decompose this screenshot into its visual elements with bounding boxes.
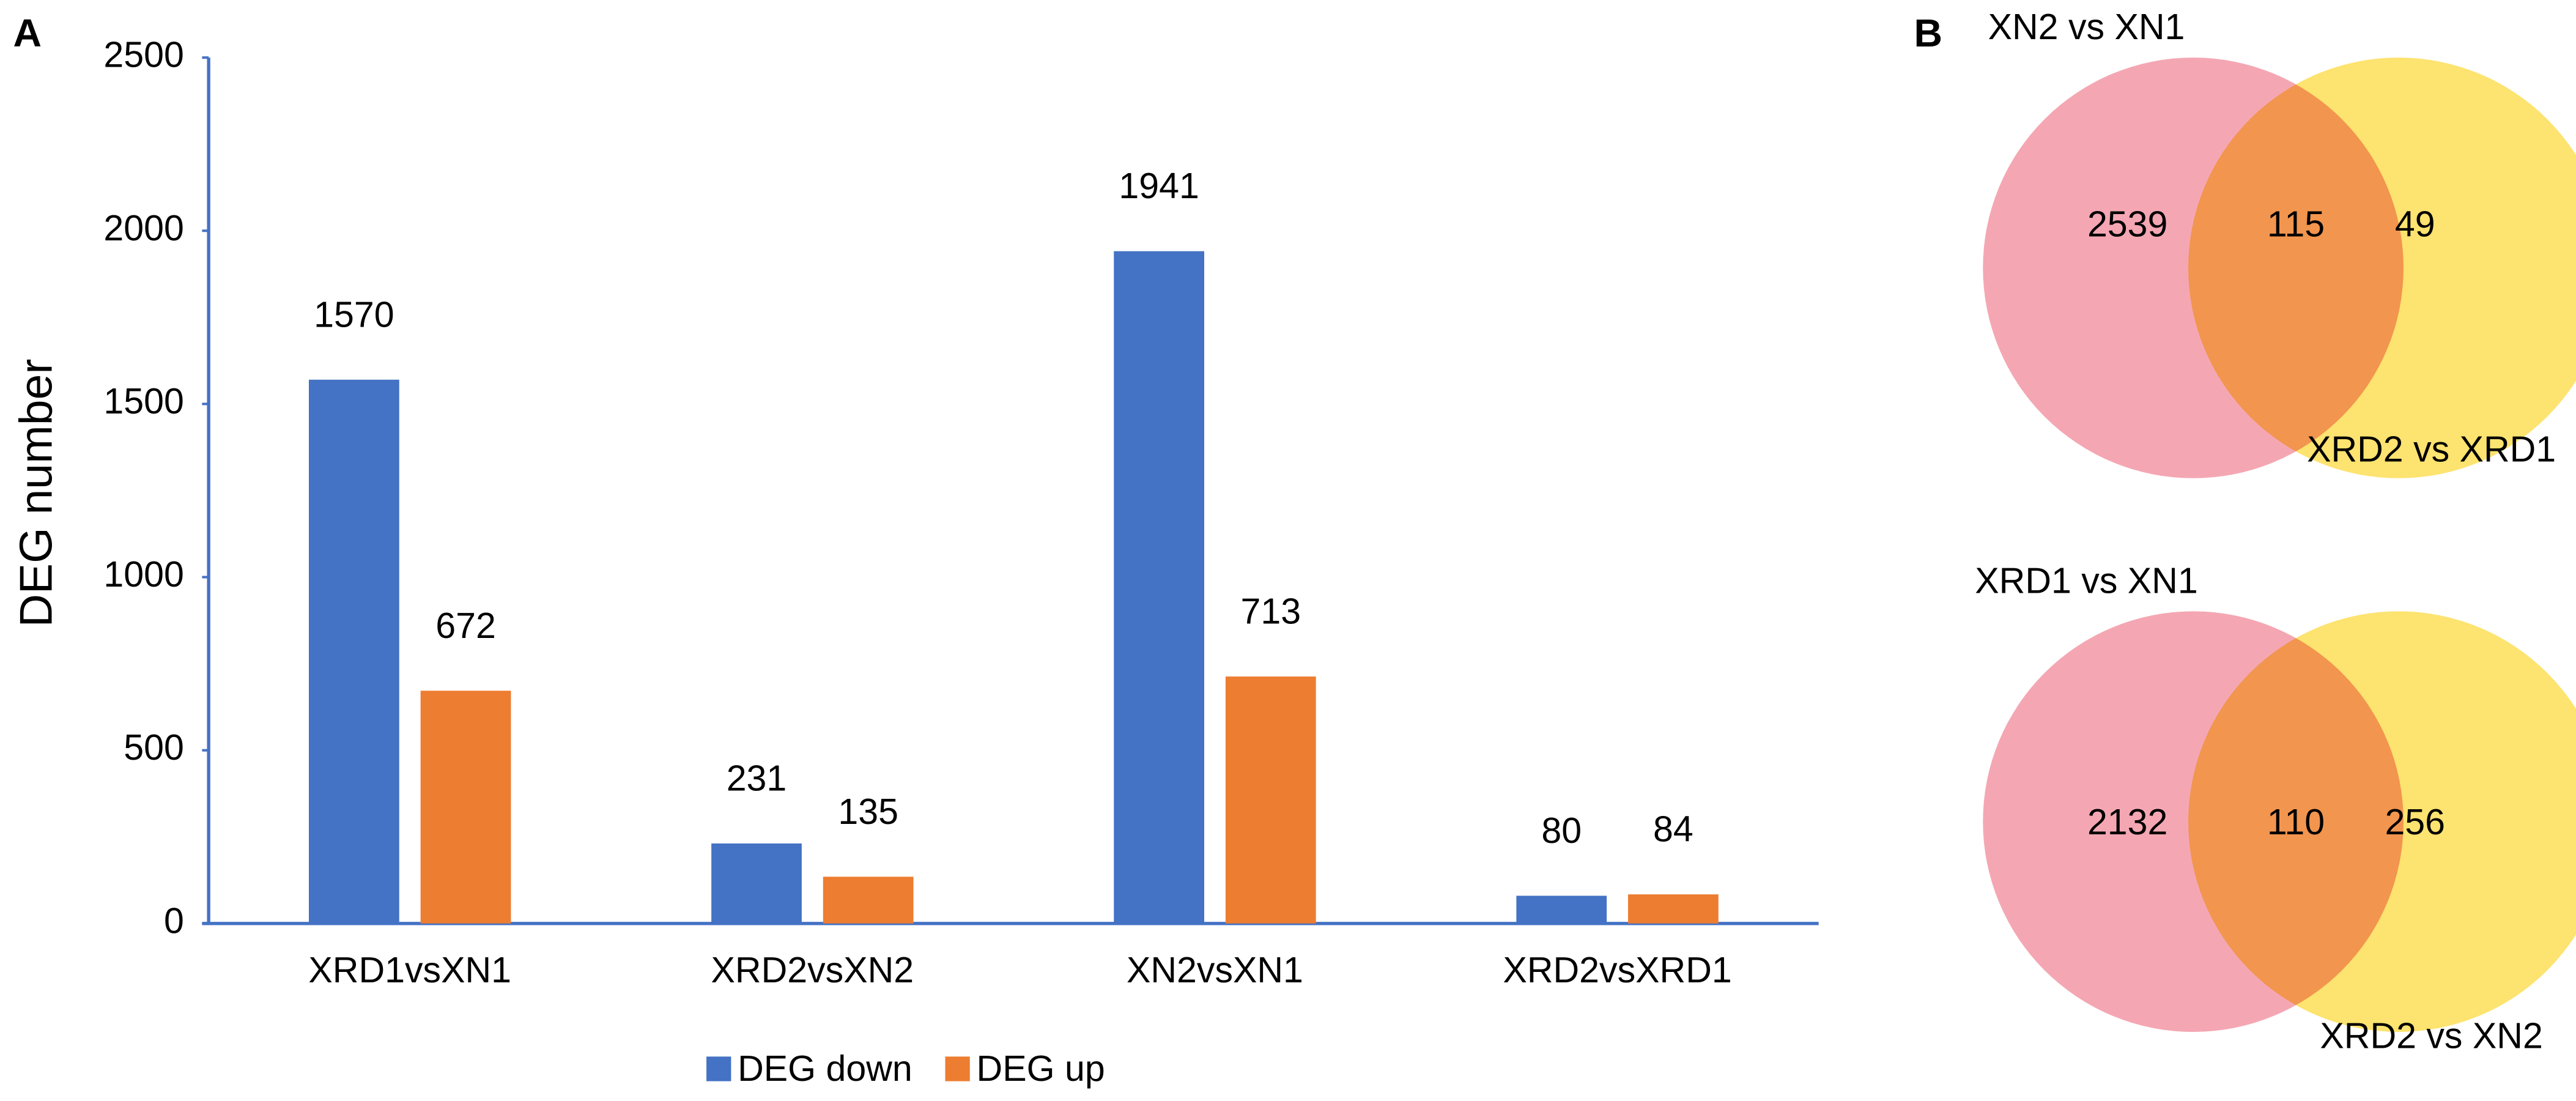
set-label: XRD2 vs XN2 — [2320, 1015, 2542, 1056]
region-count: 49 — [2395, 204, 2435, 244]
region-count: 2539 — [2087, 204, 2167, 244]
venn-set — [2188, 57, 2576, 478]
bar — [1225, 677, 1316, 924]
legend-label: DEG up — [977, 1048, 1105, 1089]
data-label: 1570 — [314, 294, 394, 335]
y-tick-label: 1500 — [103, 381, 183, 421]
y-tick-label: 0 — [164, 900, 184, 941]
set-label: XN2 vs XN1 — [1988, 7, 2185, 47]
panel-label: B — [1914, 11, 1942, 55]
x-tick-label: XRD1vsXN1 — [308, 950, 511, 990]
y-tick-label: 2000 — [103, 208, 183, 248]
venn-set — [2188, 611, 2576, 1032]
venn — [1983, 611, 2576, 1032]
legend-swatch — [945, 1056, 970, 1081]
bar — [823, 877, 914, 924]
y-tick-label: 1000 — [103, 554, 183, 595]
data-label: 672 — [435, 606, 496, 646]
data-label: 1941 — [1119, 166, 1199, 206]
y-tick-label: 2500 — [103, 35, 183, 75]
set-label: XRD1 vs XN1 — [1975, 560, 2197, 601]
legend-label: DEG down — [738, 1048, 912, 1089]
x-tick-label: XRD2vsXN2 — [711, 950, 914, 990]
region-count: 256 — [2385, 802, 2445, 842]
y-tick-label: 500 — [124, 727, 184, 768]
venn — [1983, 57, 2576, 478]
bar — [309, 379, 399, 924]
data-label: 713 — [1241, 591, 1301, 632]
bar — [420, 691, 511, 924]
x-tick-label: XRD2vsXRD1 — [1503, 950, 1731, 990]
data-label: 80 — [1541, 810, 1582, 851]
panel-label: A — [13, 11, 42, 55]
region-count: 110 — [2267, 802, 2325, 842]
bar — [1114, 251, 1205, 924]
region-count: 2132 — [2087, 802, 2167, 842]
bar — [1628, 894, 1719, 924]
bar — [1516, 895, 1607, 924]
x-tick-label: XN2vsXN1 — [1127, 950, 1303, 990]
data-label: 84 — [1653, 809, 1693, 850]
region-count: 115 — [2267, 204, 2325, 244]
bar — [711, 843, 802, 924]
y-axis-label: DEG number — [10, 359, 61, 628]
data-label: 231 — [727, 758, 787, 799]
legend-swatch — [706, 1056, 731, 1081]
set-label: XRD2 vs XRD1 — [2307, 429, 2556, 469]
data-label: 135 — [838, 791, 898, 832]
